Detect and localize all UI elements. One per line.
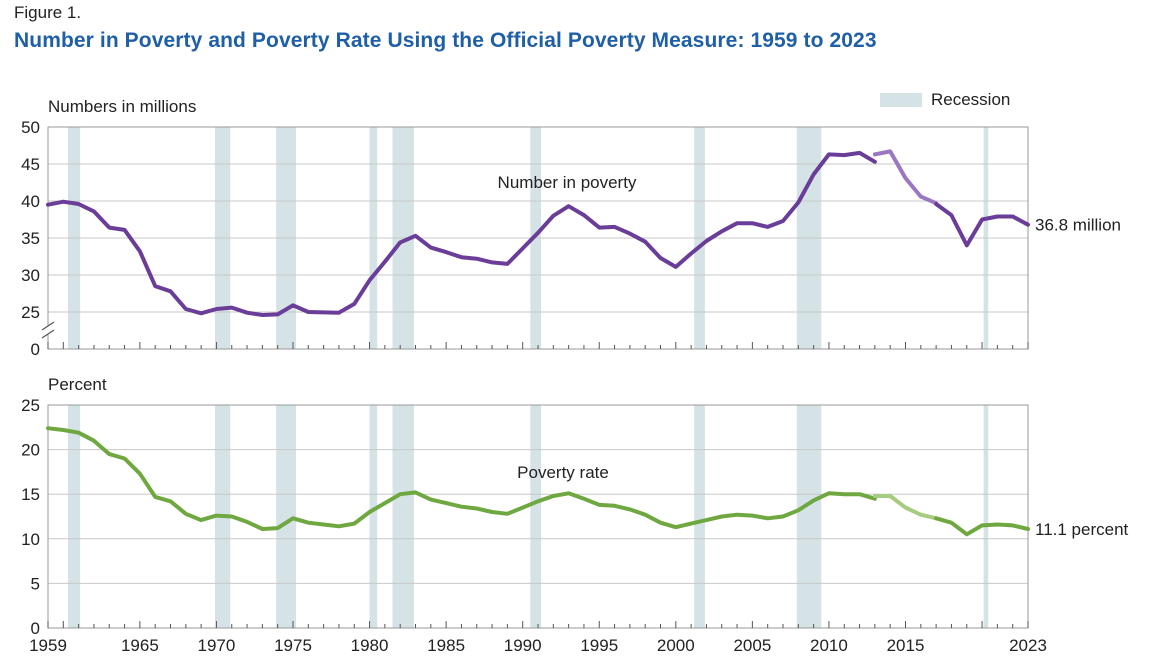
series-label: Poverty rate xyxy=(517,463,609,482)
y-tick-label-30: 30 xyxy=(21,266,40,285)
series-line-segment-1 xyxy=(46,150,877,317)
recession-band-3 xyxy=(276,405,297,628)
y-tick-label-0: 0 xyxy=(31,340,40,359)
axis-break-mark-2 xyxy=(41,329,55,339)
axis-break-gap xyxy=(40,326,56,335)
y-axis-label: Percent xyxy=(48,375,107,394)
y-tick-label-0: 0 xyxy=(31,619,40,638)
y-tick-label-35: 35 xyxy=(21,229,40,248)
figure-label: Figure 1. xyxy=(14,3,82,22)
axis-break-mark-1 xyxy=(41,321,55,331)
end-value-label: 11.1 percent xyxy=(1035,520,1129,539)
recession-band-6 xyxy=(530,405,542,628)
y-tick-label-5: 5 xyxy=(31,574,40,593)
x-tick-label-2015: 2015 xyxy=(887,636,925,655)
x-tick-label-1975: 1975 xyxy=(274,636,312,655)
y-tick-label-25: 25 xyxy=(21,303,40,322)
legend: Recession xyxy=(880,90,1010,109)
series-label: Number in poverty xyxy=(498,173,637,192)
legend-recession-swatch xyxy=(880,93,922,107)
recession-band-7 xyxy=(694,405,705,628)
series-line-segment-2 xyxy=(872,149,939,206)
series-line-segment-3 xyxy=(934,516,1030,537)
recession-band-5 xyxy=(392,405,414,628)
recession-band-9 xyxy=(983,405,989,628)
x-tick-label-1959: 1959 xyxy=(29,636,67,655)
figure-title: Number in Poverty and Poverty Rate Using… xyxy=(14,29,877,52)
x-tick-label-1990: 1990 xyxy=(504,636,542,655)
series-line-segment-3 xyxy=(934,202,1030,248)
y-tick-label-10: 10 xyxy=(21,530,40,549)
panel-number-in-poverty: 0 25 30 35 40 45 50 Numbers in millions Number i… xyxy=(21,97,1121,359)
x-tick-label-2010: 2010 xyxy=(810,636,848,655)
y-tick-label-45: 45 xyxy=(21,155,40,174)
legend-recession-label: Recession xyxy=(931,90,1010,109)
y-tick-label-25: 25 xyxy=(21,396,40,415)
x-tick-label-1965: 1965 xyxy=(121,636,159,655)
recession-band-4 xyxy=(369,405,378,628)
x-axis: 1959 1965 1970 1975 1980 1985 1990 1995 2000 2005… xyxy=(29,636,1047,655)
end-value-label: 36.8 million xyxy=(1035,216,1121,235)
y-tick-label-15: 15 xyxy=(21,485,40,504)
x-tick-label-1980: 1980 xyxy=(351,636,389,655)
series-line-segment-2 xyxy=(872,494,939,521)
series-line-segment-1 xyxy=(46,426,877,531)
y-tick-label-20: 20 xyxy=(21,441,40,460)
recession-band-8 xyxy=(796,405,822,628)
recession-band-1 xyxy=(67,405,81,628)
x-tick-label-2000: 2000 xyxy=(657,636,695,655)
y-tick-label-50: 50 xyxy=(21,118,40,137)
y-axis-label: Numbers in millions xyxy=(48,97,196,116)
x-tick-label-2005: 2005 xyxy=(733,636,771,655)
x-tick-label-1970: 1970 xyxy=(198,636,236,655)
y-tick-label-40: 40 xyxy=(21,192,40,211)
x-tick-label-1995: 1995 xyxy=(580,636,618,655)
panel-poverty-rate: 0 5 10 15 20 25 Percent Poverty rate 11.1 percen… xyxy=(21,375,1128,638)
x-tick-label-2023: 2023 xyxy=(1009,636,1047,655)
x-tick-label-1985: 1985 xyxy=(427,636,465,655)
